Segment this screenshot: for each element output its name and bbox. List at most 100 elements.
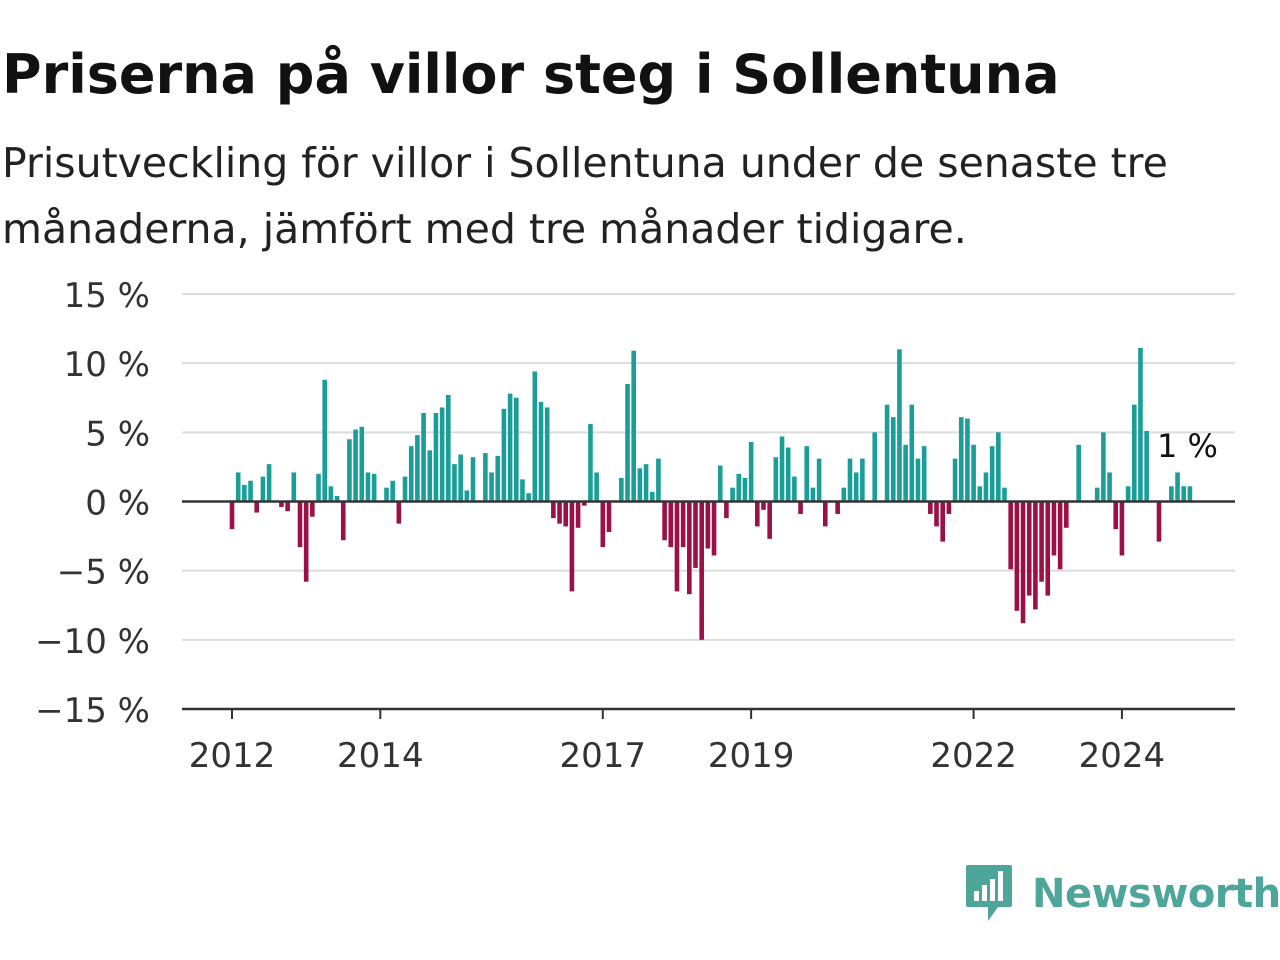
bar-positive	[656, 458, 661, 502]
bar-positive	[421, 412, 426, 502]
bar-positive	[322, 379, 327, 502]
bar-negative	[606, 501, 612, 532]
bar-negative	[798, 501, 803, 514]
last-value-label: 1 %	[1157, 427, 1218, 465]
bar-positive	[847, 458, 853, 502]
newsworthy-logo: Newsworthy	[964, 862, 1280, 926]
bar-positive	[1138, 347, 1143, 502]
bar-positive	[1101, 432, 1106, 502]
axes	[182, 500, 1235, 719]
bar-negative	[761, 501, 766, 510]
bar-negative	[297, 501, 303, 548]
bar-positive	[594, 472, 599, 502]
y-tick-label: −10 %	[35, 622, 150, 662]
bar-positive	[730, 487, 735, 502]
bar-negative	[1014, 501, 1020, 611]
bar-positive	[649, 491, 655, 502]
bar-negative	[928, 501, 933, 514]
chart-title: Priserna på villor steg i Sollentuna	[2, 43, 1060, 106]
bar-negative	[687, 501, 692, 595]
bar-negative	[310, 501, 315, 517]
bar-negative	[946, 501, 952, 514]
bar-positive	[792, 476, 797, 502]
bar-positive	[631, 350, 636, 502]
bar-negative	[662, 501, 667, 541]
bar-positive	[779, 436, 785, 502]
y-tick-label: 10 %	[64, 345, 150, 385]
y-tick-label: −15 %	[35, 691, 150, 731]
bar-negative	[551, 501, 556, 519]
bar-positive	[717, 465, 723, 502]
x-tick-label: 2014	[337, 736, 424, 776]
bar-positive	[439, 407, 445, 502]
bar-positive	[526, 493, 531, 502]
bar-negative	[1033, 501, 1038, 610]
bars	[229, 347, 1193, 640]
bar-negative	[575, 501, 581, 528]
bar-negative	[711, 501, 717, 556]
bar-positive	[513, 397, 519, 502]
bar-positive	[334, 495, 340, 502]
bar-positive	[748, 442, 754, 502]
bar-positive	[736, 473, 742, 502]
bar-positive	[495, 455, 501, 502]
bar-positive	[1107, 472, 1112, 502]
bar-positive	[371, 473, 377, 502]
bar-negative	[705, 501, 711, 549]
bar-positive	[520, 479, 525, 502]
bar-positive	[1187, 486, 1193, 502]
bar-negative	[303, 501, 309, 582]
bar-negative	[1039, 501, 1044, 582]
bar-positive	[408, 446, 414, 502]
bar-positive	[816, 458, 822, 502]
bar-positive	[458, 454, 463, 502]
bar-positive	[242, 484, 247, 502]
bar-positive	[1175, 472, 1180, 502]
bar-negative	[254, 501, 260, 513]
bar-positive	[291, 472, 297, 502]
bar-positive	[958, 417, 964, 502]
bar-positive	[773, 457, 779, 502]
bar-positive	[977, 486, 983, 502]
bar-negative	[668, 501, 674, 548]
bar-positive	[810, 487, 816, 502]
bar-positive	[785, 447, 791, 502]
bar-negative	[340, 501, 346, 541]
tick-labels: 15 % 10 % 5 % 0 % −5 % −10 % −15 % 2012 2014 2017…	[35, 276, 1218, 776]
bar-negative	[1113, 501, 1119, 530]
bar-positive	[1125, 486, 1131, 502]
bar-positive	[446, 394, 451, 502]
bar-positive	[452, 464, 457, 502]
bar-negative	[1051, 501, 1057, 556]
bar-positive	[489, 472, 494, 502]
bar-positive	[952, 458, 958, 502]
bar-positive	[625, 383, 630, 502]
bar-positive	[538, 401, 544, 502]
y-tick-label: 0 %	[85, 484, 150, 524]
bar-negative	[396, 501, 402, 524]
bar-positive	[637, 468, 643, 502]
bar-positive	[390, 480, 395, 502]
bar-positive	[897, 349, 902, 502]
bar-positive	[619, 477, 624, 502]
bar-positive	[1094, 487, 1100, 502]
bar-positive	[971, 444, 976, 502]
bar-positive	[464, 490, 470, 502]
bar-negative	[1156, 501, 1162, 542]
bar-negative	[557, 501, 562, 524]
bar-negative	[835, 501, 840, 514]
bar-positive	[501, 408, 507, 502]
bar-positive	[996, 432, 1001, 502]
bar-negative	[724, 501, 729, 519]
bar-positive	[470, 457, 476, 502]
bar-negative	[1020, 501, 1026, 624]
bar-positive	[483, 453, 488, 502]
bar-positive	[544, 407, 550, 502]
bar-negative	[940, 501, 945, 542]
bar-negative	[1057, 501, 1063, 570]
y-tick-label: −5 %	[57, 553, 150, 593]
bar-positive	[643, 464, 649, 502]
bar-positive	[983, 472, 989, 502]
bar-positive	[588, 424, 593, 502]
bar-positive	[1181, 486, 1187, 502]
